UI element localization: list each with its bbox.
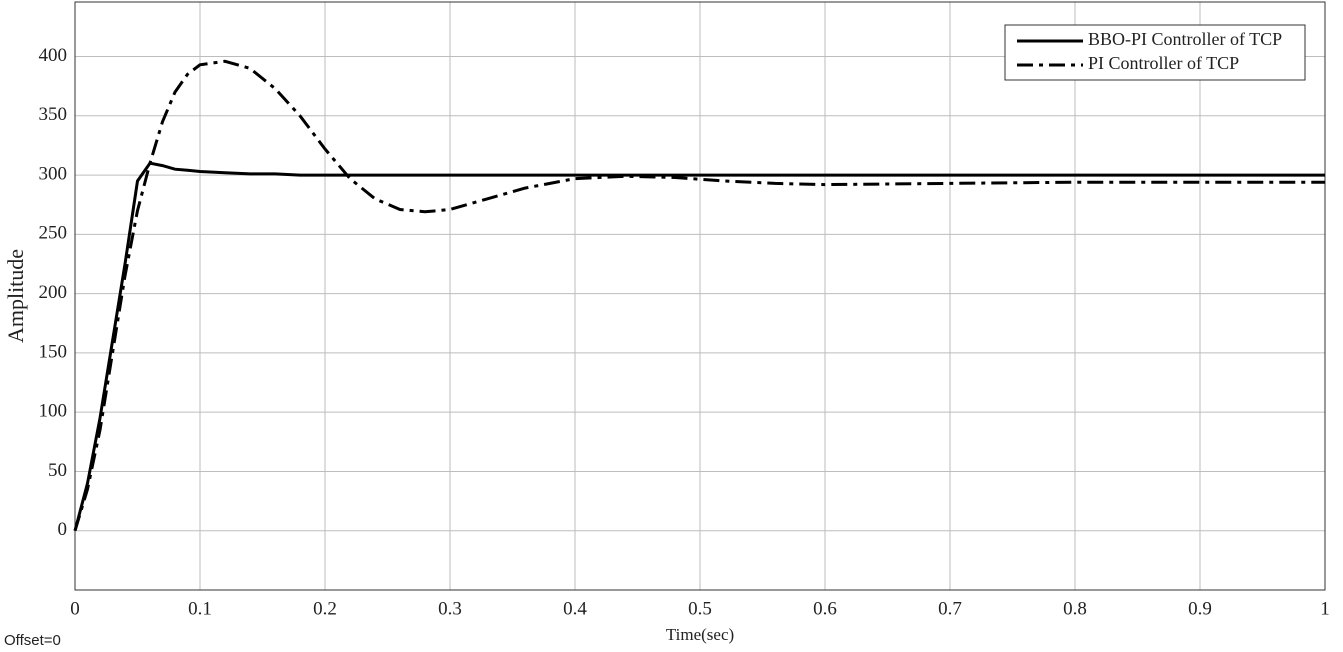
y-tick-label: 350 — [39, 104, 68, 125]
x-tick-label: 0.3 — [438, 598, 462, 619]
y-tick-label: 250 — [39, 223, 68, 244]
y-axis-label: Amplitude — [3, 249, 28, 343]
y-tick-label: 400 — [39, 45, 68, 66]
x-tick-label: 0 — [70, 598, 80, 619]
footnote: Offset=0 — [4, 632, 61, 649]
series-line — [73, 161, 1325, 532]
legend-label: PI Controller of TCP — [1088, 53, 1239, 73]
plot-frame — [74, 1, 1326, 591]
x-tick-label: 0.6 — [813, 598, 837, 619]
y-tick-label: 50 — [48, 460, 67, 481]
x-tick-label: 0.4 — [563, 598, 587, 619]
x-tick-label: 0.9 — [1188, 598, 1212, 619]
y-tick-label: 150 — [39, 341, 68, 362]
x-tick-label: 0.8 — [1063, 598, 1087, 619]
x-tick-label: 0.1 — [188, 598, 212, 619]
x-tick-label: 1 — [1320, 598, 1330, 619]
x-tick-label: 0.5 — [688, 598, 712, 619]
series-line — [73, 59, 1325, 532]
legend-label: BBO-PI Controller of TCP — [1088, 29, 1282, 49]
y-tick-label: 200 — [39, 282, 68, 303]
x-tick-label: 0.2 — [313, 598, 337, 619]
x-tick-label: 0.7 — [938, 598, 962, 619]
x-axis-label: Time(sec) — [666, 625, 734, 644]
legend-box — [1004, 24, 1306, 81]
y-tick-label: 0 — [58, 519, 68, 540]
y-tick-label: 100 — [39, 401, 68, 422]
y-tick-label: 300 — [39, 163, 68, 184]
